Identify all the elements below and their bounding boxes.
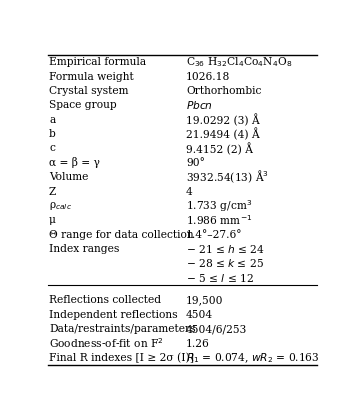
Text: − 21 ≤ $h$ ≤ 24: − 21 ≤ $h$ ≤ 24 <box>186 243 265 255</box>
Text: Goodness-of-fit on F$^2$: Goodness-of-fit on F$^2$ <box>49 337 164 350</box>
Text: 9.4152 (2) Å: 9.4152 (2) Å <box>186 142 253 155</box>
Text: Empirical formula: Empirical formula <box>49 57 146 67</box>
Text: Independent reflections: Independent reflections <box>49 310 178 320</box>
Text: 21.9494 (4) Å: 21.9494 (4) Å <box>186 128 260 140</box>
Text: $R_1$ = 0.074, $wR_2$ = 0.163: $R_1$ = 0.074, $wR_2$ = 0.163 <box>186 351 320 365</box>
Text: Orthorhombic: Orthorhombic <box>186 86 261 96</box>
Text: 4504: 4504 <box>186 310 213 320</box>
Text: Index ranges: Index ranges <box>49 244 119 254</box>
Text: Space group: Space group <box>49 100 117 110</box>
Text: 1.986 mm$^{-1}$: 1.986 mm$^{-1}$ <box>186 213 252 227</box>
Text: − 5 ≤ $l$ ≤ 12: − 5 ≤ $l$ ≤ 12 <box>186 272 254 284</box>
Text: 1026.18: 1026.18 <box>186 72 230 82</box>
Text: C$_{36}$ H$_{32}$Cl$_4$Co$_4$N$_4$O$_8$: C$_{36}$ H$_{32}$Cl$_4$Co$_4$N$_4$O$_8$ <box>186 56 293 69</box>
Text: 90°: 90° <box>186 158 205 168</box>
Text: 1.26: 1.26 <box>186 339 210 349</box>
Text: Data/restraints/parameters: Data/restraints/parameters <box>49 324 196 334</box>
Text: α = β = γ: α = β = γ <box>49 157 100 169</box>
Text: Volume: Volume <box>49 172 88 182</box>
Text: Crystal system: Crystal system <box>49 86 129 96</box>
Text: 1.4°–27.6°: 1.4°–27.6° <box>186 230 242 240</box>
Text: 19.0292 (3) Å: 19.0292 (3) Å <box>186 114 260 126</box>
Text: Final R indexes [I ≥ 2σ (I)]: Final R indexes [I ≥ 2σ (I)] <box>49 353 194 363</box>
Text: 4504/6/253: 4504/6/253 <box>186 324 247 334</box>
Text: μ: μ <box>49 215 56 225</box>
Text: Θ range for data collection: Θ range for data collection <box>49 230 194 240</box>
Text: c: c <box>49 143 55 154</box>
Text: ρ$_{calc}$: ρ$_{calc}$ <box>49 200 72 212</box>
Text: 19,500: 19,500 <box>186 295 224 306</box>
Text: 4: 4 <box>186 187 193 197</box>
Text: 3932.54(13) Å$^3$: 3932.54(13) Å$^3$ <box>186 169 269 185</box>
Text: Reflections collected: Reflections collected <box>49 295 161 306</box>
Text: − 28 ≤ $k$ ≤ 25: − 28 ≤ $k$ ≤ 25 <box>186 257 264 269</box>
Text: Formula weight: Formula weight <box>49 72 134 82</box>
Text: $\mathit{Pbcn}$: $\mathit{Pbcn}$ <box>186 100 213 112</box>
Text: b: b <box>49 129 56 139</box>
Text: a: a <box>49 115 55 125</box>
Text: 1.733 g/cm$^3$: 1.733 g/cm$^3$ <box>186 198 252 214</box>
Text: Z: Z <box>49 187 56 197</box>
